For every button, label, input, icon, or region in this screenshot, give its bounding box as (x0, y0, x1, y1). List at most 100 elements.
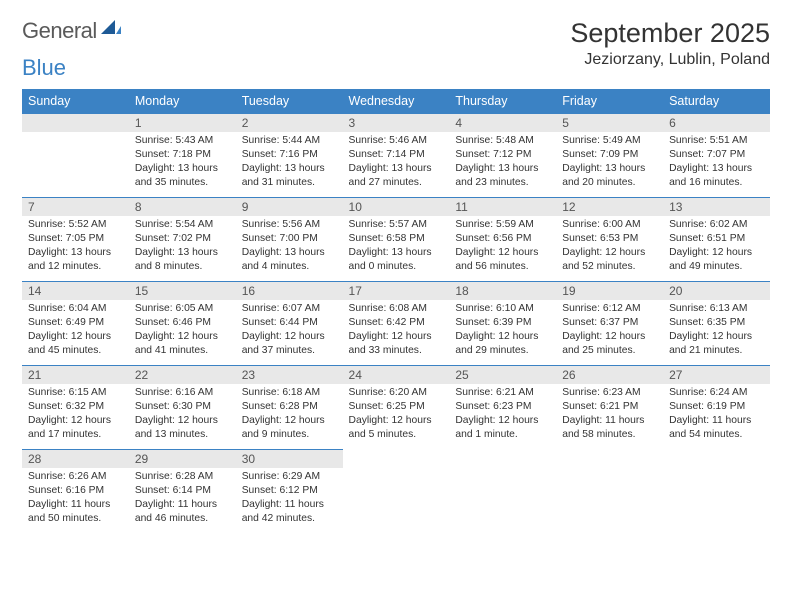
calendar-cell (556, 450, 663, 534)
day-details: Sunrise: 6:23 AMSunset: 6:21 PMDaylight:… (556, 384, 663, 446)
day-number: 15 (129, 282, 236, 300)
day-details: Sunrise: 5:51 AMSunset: 7:07 PMDaylight:… (663, 132, 770, 194)
calendar-cell: 10Sunrise: 5:57 AMSunset: 6:58 PMDayligh… (343, 198, 450, 282)
calendar-cell: 22Sunrise: 6:16 AMSunset: 6:30 PMDayligh… (129, 366, 236, 450)
calendar-cell: 21Sunrise: 6:15 AMSunset: 6:32 PMDayligh… (22, 366, 129, 450)
calendar-row: 7Sunrise: 5:52 AMSunset: 7:05 PMDaylight… (22, 198, 770, 282)
day-details: Sunrise: 6:00 AMSunset: 6:53 PMDaylight:… (556, 216, 663, 278)
day-details: Sunrise: 6:21 AMSunset: 6:23 PMDaylight:… (449, 384, 556, 446)
day-details: Sunrise: 5:54 AMSunset: 7:02 PMDaylight:… (129, 216, 236, 278)
calendar-cell: 5Sunrise: 5:49 AMSunset: 7:09 PMDaylight… (556, 114, 663, 198)
day-number: 24 (343, 366, 450, 384)
day-details: Sunrise: 6:13 AMSunset: 6:35 PMDaylight:… (663, 300, 770, 362)
day-number: 19 (556, 282, 663, 300)
calendar-cell: 26Sunrise: 6:23 AMSunset: 6:21 PMDayligh… (556, 366, 663, 450)
sail-icon (101, 20, 121, 34)
day-details: Sunrise: 6:12 AMSunset: 6:37 PMDaylight:… (556, 300, 663, 362)
calendar-cell: 27Sunrise: 6:24 AMSunset: 6:19 PMDayligh… (663, 366, 770, 450)
calendar-cell: 13Sunrise: 6:02 AMSunset: 6:51 PMDayligh… (663, 198, 770, 282)
calendar-row: 28Sunrise: 6:26 AMSunset: 6:16 PMDayligh… (22, 450, 770, 534)
day-number: 7 (22, 198, 129, 216)
day-number: 2 (236, 114, 343, 132)
calendar-cell: 8Sunrise: 5:54 AMSunset: 7:02 PMDaylight… (129, 198, 236, 282)
day-number: 12 (556, 198, 663, 216)
calendar-cell (449, 450, 556, 534)
empty-day-bar (22, 114, 129, 132)
day-details: Sunrise: 5:56 AMSunset: 7:00 PMDaylight:… (236, 216, 343, 278)
calendar-row: 14Sunrise: 6:04 AMSunset: 6:49 PMDayligh… (22, 282, 770, 366)
calendar-cell: 15Sunrise: 6:05 AMSunset: 6:46 PMDayligh… (129, 282, 236, 366)
calendar-cell: 6Sunrise: 5:51 AMSunset: 7:07 PMDaylight… (663, 114, 770, 198)
calendar-cell: 16Sunrise: 6:07 AMSunset: 6:44 PMDayligh… (236, 282, 343, 366)
calendar-cell: 30Sunrise: 6:29 AMSunset: 6:12 PMDayligh… (236, 450, 343, 534)
calendar-cell: 19Sunrise: 6:12 AMSunset: 6:37 PMDayligh… (556, 282, 663, 366)
logo-text-general: General (22, 18, 97, 44)
calendar-cell: 11Sunrise: 5:59 AMSunset: 6:56 PMDayligh… (449, 198, 556, 282)
day-number: 17 (343, 282, 450, 300)
weekday-tuesday: Tuesday (236, 89, 343, 114)
logo: General (22, 18, 123, 44)
day-number: 21 (22, 366, 129, 384)
calendar-cell: 24Sunrise: 6:20 AMSunset: 6:25 PMDayligh… (343, 366, 450, 450)
calendar-page: General September 2025 Jeziorzany, Lubli… (0, 0, 792, 534)
day-details: Sunrise: 6:10 AMSunset: 6:39 PMDaylight:… (449, 300, 556, 362)
calendar-cell: 12Sunrise: 6:00 AMSunset: 6:53 PMDayligh… (556, 198, 663, 282)
day-details: Sunrise: 6:07 AMSunset: 6:44 PMDaylight:… (236, 300, 343, 362)
calendar-cell: 29Sunrise: 6:28 AMSunset: 6:14 PMDayligh… (129, 450, 236, 534)
weekday-saturday: Saturday (663, 89, 770, 114)
day-details: Sunrise: 6:18 AMSunset: 6:28 PMDaylight:… (236, 384, 343, 446)
calendar-cell: 3Sunrise: 5:46 AMSunset: 7:14 PMDaylight… (343, 114, 450, 198)
day-details: Sunrise: 5:44 AMSunset: 7:16 PMDaylight:… (236, 132, 343, 194)
calendar-row: 1Sunrise: 5:43 AMSunset: 7:18 PMDaylight… (22, 114, 770, 198)
day-number: 27 (663, 366, 770, 384)
day-number: 14 (22, 282, 129, 300)
day-number: 23 (236, 366, 343, 384)
weekday-sunday: Sunday (22, 89, 129, 114)
day-number: 20 (663, 282, 770, 300)
weekday-thursday: Thursday (449, 89, 556, 114)
calendar-cell: 18Sunrise: 6:10 AMSunset: 6:39 PMDayligh… (449, 282, 556, 366)
day-number: 22 (129, 366, 236, 384)
calendar-cell (343, 450, 450, 534)
day-details: Sunrise: 6:28 AMSunset: 6:14 PMDaylight:… (129, 468, 236, 530)
day-number: 11 (449, 198, 556, 216)
day-number: 13 (663, 198, 770, 216)
logo-text-blue: Blue (22, 55, 770, 81)
calendar-cell: 25Sunrise: 6:21 AMSunset: 6:23 PMDayligh… (449, 366, 556, 450)
day-details: Sunrise: 5:59 AMSunset: 6:56 PMDaylight:… (449, 216, 556, 278)
calendar-row: 21Sunrise: 6:15 AMSunset: 6:32 PMDayligh… (22, 366, 770, 450)
day-details: Sunrise: 6:02 AMSunset: 6:51 PMDaylight:… (663, 216, 770, 278)
day-number: 5 (556, 114, 663, 132)
weekday-header-row: Sunday Monday Tuesday Wednesday Thursday… (22, 89, 770, 114)
calendar-cell: 1Sunrise: 5:43 AMSunset: 7:18 PMDaylight… (129, 114, 236, 198)
day-number: 3 (343, 114, 450, 132)
day-number: 18 (449, 282, 556, 300)
day-number: 26 (556, 366, 663, 384)
day-details: Sunrise: 5:46 AMSunset: 7:14 PMDaylight:… (343, 132, 450, 194)
day-number: 30 (236, 450, 343, 468)
day-details: Sunrise: 6:04 AMSunset: 6:49 PMDaylight:… (22, 300, 129, 362)
calendar-cell: 20Sunrise: 6:13 AMSunset: 6:35 PMDayligh… (663, 282, 770, 366)
day-details: Sunrise: 6:20 AMSunset: 6:25 PMDaylight:… (343, 384, 450, 446)
calendar-cell: 4Sunrise: 5:48 AMSunset: 7:12 PMDaylight… (449, 114, 556, 198)
day-number: 25 (449, 366, 556, 384)
weekday-monday: Monday (129, 89, 236, 114)
day-number: 4 (449, 114, 556, 132)
day-details: Sunrise: 5:52 AMSunset: 7:05 PMDaylight:… (22, 216, 129, 278)
calendar-table: Sunday Monday Tuesday Wednesday Thursday… (22, 89, 770, 534)
day-details: Sunrise: 5:48 AMSunset: 7:12 PMDaylight:… (449, 132, 556, 194)
calendar-cell: 7Sunrise: 5:52 AMSunset: 7:05 PMDaylight… (22, 198, 129, 282)
day-number: 9 (236, 198, 343, 216)
calendar-cell: 14Sunrise: 6:04 AMSunset: 6:49 PMDayligh… (22, 282, 129, 366)
day-details: Sunrise: 6:05 AMSunset: 6:46 PMDaylight:… (129, 300, 236, 362)
day-number: 29 (129, 450, 236, 468)
calendar-cell: 9Sunrise: 5:56 AMSunset: 7:00 PMDaylight… (236, 198, 343, 282)
day-details: Sunrise: 6:16 AMSunset: 6:30 PMDaylight:… (129, 384, 236, 446)
calendar-cell: 2Sunrise: 5:44 AMSunset: 7:16 PMDaylight… (236, 114, 343, 198)
day-details: Sunrise: 6:24 AMSunset: 6:19 PMDaylight:… (663, 384, 770, 446)
calendar-cell: 17Sunrise: 6:08 AMSunset: 6:42 PMDayligh… (343, 282, 450, 366)
day-details: Sunrise: 6:15 AMSunset: 6:32 PMDaylight:… (22, 384, 129, 446)
day-number: 6 (663, 114, 770, 132)
day-number: 28 (22, 450, 129, 468)
day-details: Sunrise: 5:49 AMSunset: 7:09 PMDaylight:… (556, 132, 663, 194)
